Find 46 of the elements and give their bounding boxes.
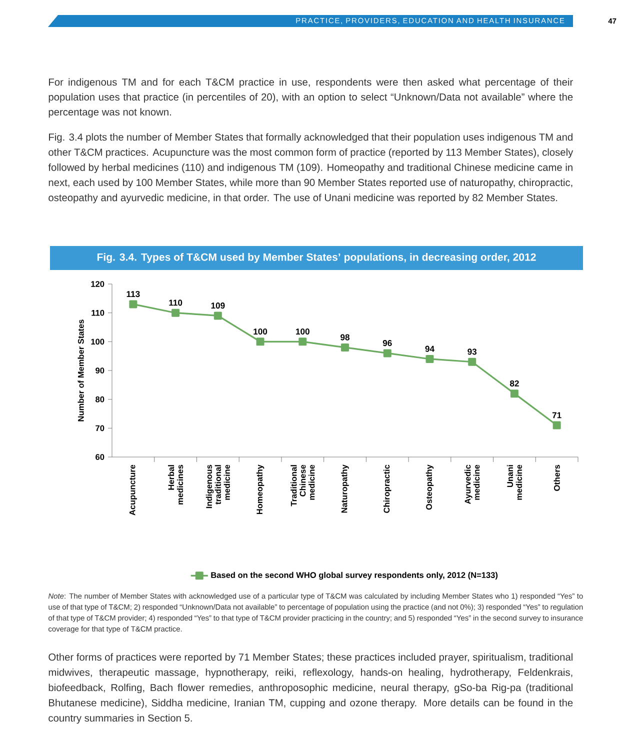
data-label: 98 (340, 334, 350, 340)
data-label: 100 (254, 328, 268, 335)
x-tick-label: Others (554, 464, 560, 491)
data-label: 109 (211, 302, 225, 309)
x-tick-label: Homeopathy (256, 464, 264, 514)
y-tick-label: 80 (96, 396, 104, 402)
x-tick-label: Acupuncture (129, 464, 137, 516)
point (341, 343, 349, 352)
data-label: 93 (468, 348, 477, 355)
point (214, 312, 222, 320)
data-label: 71 (552, 412, 562, 418)
x-tick-label: Chiropractic (384, 464, 392, 513)
x-tick-label: Indigenous traditional medicine (206, 464, 230, 508)
y-tick-label: 90 (96, 368, 104, 374)
point (383, 349, 392, 358)
x-tick-label: Osteopathy (426, 464, 434, 510)
text: Other forms of practices were reported by 71 Member States; these practices included prayer, spiritualism, traditional midwives, therapeutic massage, hypnotherapy, reiki, reflexology, hands-on healing, hydrotherapy, Feldenkrais, biofeedback, Rolfing, Bach flower remedies, anthroposophic medicine, neural therapy, gSo-ba Rig-pa (traditional Bhutanese medicine), Siddha medicine, Iranian TM, cupping and ozone therapy. More details can be found in the country summaries in Section 5. (48, 653, 573, 724)
data-label: 82 (510, 380, 519, 386)
x-tick-label: Naturopathy (341, 464, 349, 513)
x-tick-label: Traditional Chinese medicine (290, 464, 315, 506)
data-label: 110 (169, 300, 182, 306)
point (552, 421, 561, 430)
text: For indigenous TM and for each T&CM practice in use, respondents were then asked what percentage of their population uses that practice (in percentiles of 20), with an option to select “Unknown/Data not available” where the percentage was not known. (48, 78, 573, 118)
point (426, 354, 434, 363)
y-axis-title: Number of Member States (78, 320, 84, 422)
x-tick-label: Herbal medicines (168, 464, 184, 504)
legend-label: Based on the second WHO global survey respondents only, 2012 (N=133) (211, 572, 498, 580)
point (468, 358, 476, 366)
y-tick-label: 60 (96, 454, 104, 460)
y-tick-label: 70 (96, 425, 104, 432)
point (298, 338, 307, 346)
y-tick-label: 100 (91, 338, 104, 345)
point (510, 390, 518, 398)
y-tick-label: 110 (92, 310, 104, 316)
caption: Fig. 3.4 plots the number of Member States that formally acknowledged that their population uses indigenous TM and other T&CM practices. Acupuncture was the most common form of practice (reported by 113 Member States), closely followed by herbal medicines (110) and indigenous TM (109). Homeopathy and traditional Chinese medicine came in next, each used by 100 Member States, while more than 90 Member States reported use of naturopathy, chiropractic, osteopathy and ayurvedic medicine, in that order. The use of Unani medicine was reported by 82 Member States. (48, 133, 574, 204)
data-label: 100 (296, 328, 310, 335)
chart-title: Fig. 3.4. Types of T&CM used by Member States’ populations, in decreasing order, 2012 (97, 253, 536, 263)
point (129, 300, 138, 308)
point (256, 338, 264, 346)
point (172, 308, 180, 317)
data-label: 113 (126, 290, 140, 298)
y-tick-label: 120 (91, 281, 104, 287)
data-label: 94 (425, 346, 434, 352)
data-label: 96 (382, 340, 392, 346)
x-tick-label: Ayurvedic medicine (464, 464, 480, 504)
x-tick-label: Unani medicine (506, 464, 522, 500)
